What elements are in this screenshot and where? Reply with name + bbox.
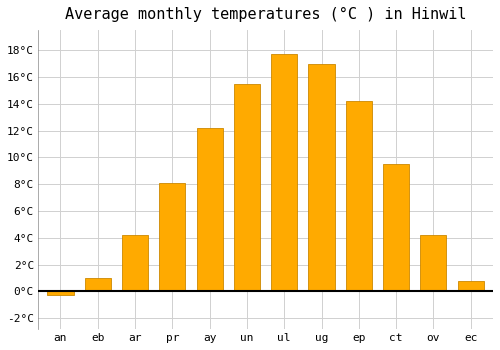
Bar xyxy=(234,84,260,291)
Bar xyxy=(346,101,372,291)
Bar xyxy=(48,291,74,295)
Bar xyxy=(308,64,334,291)
Bar xyxy=(271,54,297,291)
Bar xyxy=(84,278,111,291)
Bar xyxy=(160,183,186,291)
Bar xyxy=(196,128,222,291)
Bar xyxy=(458,281,483,291)
Bar xyxy=(420,235,446,291)
Bar xyxy=(122,235,148,291)
Title: Average monthly temperatures (°C ) in Hinwil: Average monthly temperatures (°C ) in Hi… xyxy=(65,7,466,22)
Bar xyxy=(383,164,409,291)
